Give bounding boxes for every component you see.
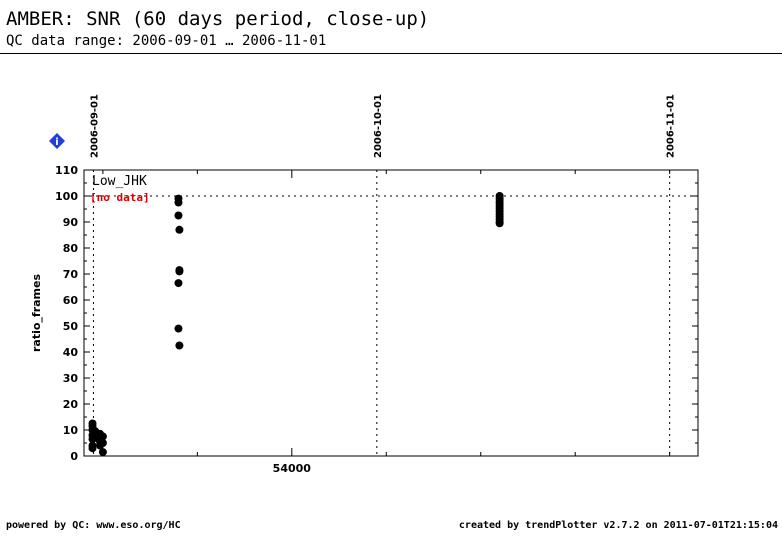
- info-icon: [49, 133, 65, 149]
- y-tick-label: 10: [63, 424, 79, 437]
- y-tick-label: 100: [55, 190, 78, 203]
- panel-note: [no data]: [90, 191, 150, 204]
- data-point: [98, 439, 107, 447]
- y-axis-label: ratio_frames: [30, 274, 43, 352]
- y-tick-label: 30: [63, 372, 79, 385]
- data-point: [174, 324, 183, 333]
- y-tick-label: 50: [63, 320, 79, 333]
- date-marker-label: 2006-10-01: [373, 94, 384, 158]
- y-tick-label: 90: [63, 216, 79, 229]
- data-point: [174, 211, 183, 220]
- footer-created-by: created by trendPlotter v2.7.2 on 2011-0…: [458, 520, 778, 531]
- y-tick-label: 80: [63, 242, 79, 255]
- header-divider: [0, 53, 782, 54]
- date-marker-label: 2006-09-01: [89, 94, 100, 158]
- panel-label: Low_JHK: [92, 174, 147, 189]
- y-tick-label: 110: [55, 164, 78, 177]
- data-point: [175, 267, 184, 276]
- data-point: [495, 219, 504, 228]
- footer-powered-by: powered by QC: www.eso.org/HC: [6, 520, 181, 531]
- info-icon-label: i: [55, 137, 58, 148]
- data-point: [175, 225, 184, 234]
- data-point: [174, 279, 183, 288]
- data-point: [98, 432, 107, 441]
- chart-subtitle: QC data range: 2006-09-01 … 2006-11-01: [6, 33, 327, 49]
- x-tick-label: 54000: [273, 462, 312, 475]
- chart-title: AMBER: SNR (60 days period, close-up): [6, 8, 430, 30]
- y-tick-label: 60: [63, 294, 79, 307]
- y-tick-label: 70: [63, 268, 79, 281]
- data-point: [88, 444, 97, 453]
- data-point: [175, 341, 184, 350]
- y-tick-label: 40: [63, 346, 79, 359]
- y-tick-label: 0: [70, 450, 78, 463]
- date-marker-label: 2006-11-01: [666, 94, 677, 158]
- data-point: [174, 198, 183, 207]
- data-point: [98, 448, 107, 457]
- y-tick-label: 20: [63, 398, 79, 411]
